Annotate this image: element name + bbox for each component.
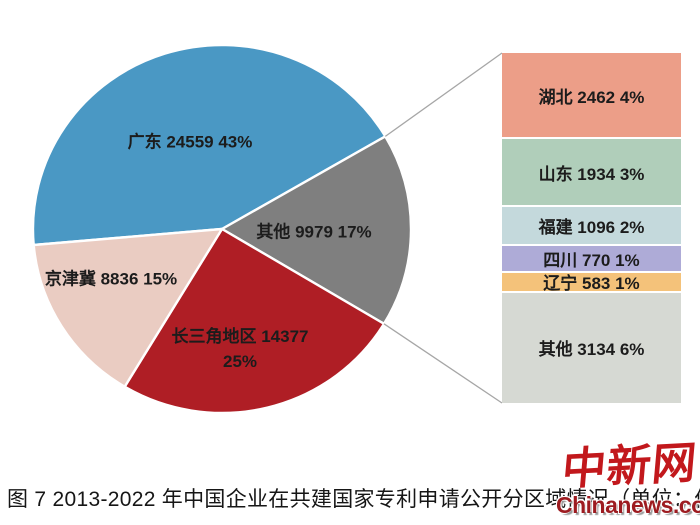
pie-slice-label-2: 长三角地区 14377 25% [172,324,309,374]
bar-segment-label: 辽宁 583 1% [543,274,640,291]
bar-segment-5: 其他 3134 6% [502,292,681,403]
pie-slice-0 [31,43,387,247]
bar-segment-label: 其他 3134 6% [538,340,645,360]
pie-slice-label-1: 其他 9979 17% [256,222,372,242]
bar-segment-label: 山东 1934 3% [538,164,645,184]
bar-segment-1: 山东 1934 3% [502,139,681,206]
bar-segment-label: 四川 770 1% [543,250,640,270]
connector-line-bottom [383,323,503,404]
pie-slice-label-line: 长三角地区 14377 [171,327,309,346]
connector-line-top [384,52,503,137]
bar-segment-label: 湖北 2462 4% [538,87,645,107]
chinanews-site-watermark: Chinanews.com [556,492,700,518]
pie-slice-2 [123,227,386,415]
bar-segment-label: 福建 1096 2% [538,217,645,237]
pie-slice-label-line: 25% [222,352,258,371]
bar-segment-4: 辽宁 583 1% [502,272,681,291]
pie-slice-1 [220,135,413,325]
bar-segment-0: 湖北 2462 4% [502,53,681,138]
figure-caption: 图 7 2013-2022 年中国企业在共建国家专利申请公开分区域情况（单位：件… [7,488,700,511]
pie-slice-3 [32,227,224,388]
pie-slice-label-3: 京津冀 8836 15% [44,269,178,289]
bar-segment-2: 福建 1096 2% [502,207,681,244]
breakdown-bar: 湖北 2462 4% 山东 1934 3% 福建 1096 2% 四川 770 1% 辽… [502,53,681,403]
pie-slice-label-0: 广东 24559 43% [127,132,253,152]
chinanews-logo-watermark: 中新网 [559,438,700,495]
bar-segment-3: 四川 770 1% [502,245,681,271]
